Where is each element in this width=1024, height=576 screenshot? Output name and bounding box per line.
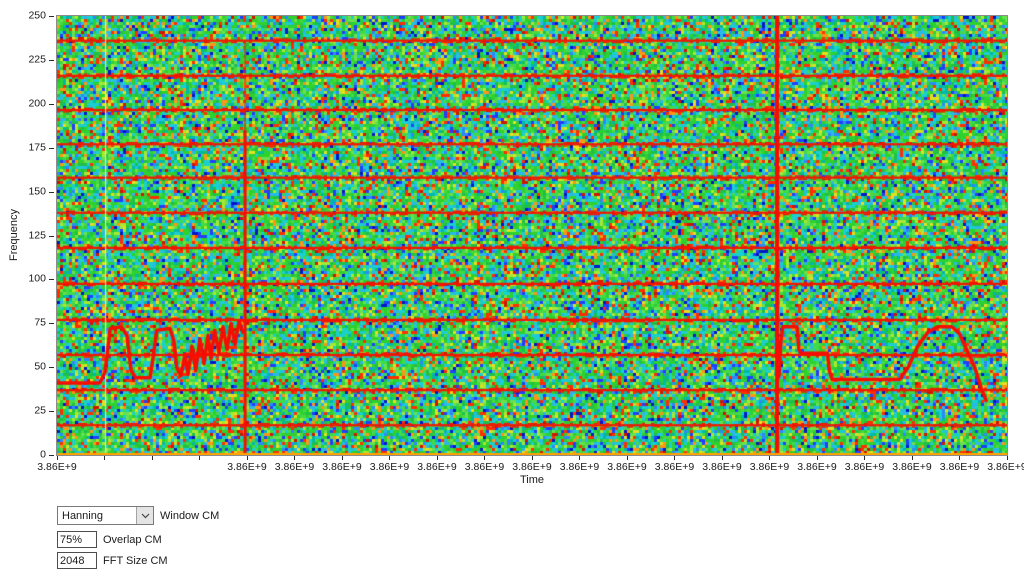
overlap-control-row: Overlap CM [57, 531, 219, 548]
x-tick-label: 3.86E+9 [654, 461, 695, 473]
x-tick-label: 3.86E+9 [607, 461, 647, 473]
x-tick-mark [531, 456, 533, 460]
x-tick-label: 3.86E+9 [749, 461, 790, 473]
x-tick-label: 3.86E+9 [37, 461, 77, 473]
fft-size-label: FFT Size CM [103, 554, 168, 567]
x-tick-label: 3.86E+9 [322, 461, 362, 473]
fft-size-control-row: FFT Size CM [57, 552, 219, 569]
y-tick-mark [49, 411, 54, 413]
x-tick-label: 3.86E+9 [892, 461, 932, 473]
window-control-row: Hanning Window CM [57, 506, 219, 525]
x-tick-mark [151, 456, 153, 460]
x-tick-mark [56, 456, 58, 460]
y-tick-label: 75 [34, 316, 46, 329]
x-tick-label: 3.86E+9 [274, 461, 315, 473]
x-tick-mark [104, 456, 105, 460]
y-tick-mark [49, 59, 54, 61]
x-tick-mark [294, 456, 295, 460]
y-tick-label: 100 [28, 272, 46, 285]
window-combobox-value: Hanning [62, 509, 103, 522]
overlap-input[interactable] [57, 531, 97, 548]
y-tick-mark [49, 191, 54, 193]
x-tick-label: 3.86E+9 [369, 461, 410, 473]
y-tick-label: 150 [28, 184, 46, 197]
y-axis-title: Frequency [8, 209, 20, 261]
y-tick-label: 200 [28, 97, 46, 110]
x-tick-label: 3.86E+9 [559, 461, 600, 473]
y-tick-label: 125 [28, 228, 46, 241]
y-tick-label: 25 [34, 404, 46, 417]
y-tick-mark [49, 367, 54, 369]
y-tick-label: 250 [28, 9, 46, 22]
x-tick-mark [579, 456, 580, 460]
y-tick-mark [49, 455, 54, 456]
fft-size-input[interactable] [57, 552, 97, 569]
x-tick-mark [199, 456, 200, 460]
y-tick-label: 0 [40, 448, 46, 461]
x-tick-mark [484, 456, 485, 460]
chevron-down-icon[interactable] [136, 507, 153, 524]
x-tick-mark [769, 456, 770, 460]
x-tick-mark [674, 456, 675, 460]
spectrogram-plot [56, 15, 1008, 456]
y-tick-label: 50 [34, 360, 46, 373]
x-axis: 3.86E+9 3.86E+9 3.86E+9 3.86E+9 3.86E+9 3.86E… [37, 456, 1024, 486]
x-tick-mark [436, 456, 438, 460]
x-axis-title: Time [519, 474, 545, 486]
y-tick-mark [49, 323, 54, 325]
spectrogram-canvas[interactable] [57, 16, 1007, 455]
y-tick-mark [49, 235, 54, 237]
y-axis: 0 25 50 75 100 125 150 175 200 225 250 [0, 9, 56, 460]
x-tick-mark [959, 456, 960, 460]
controls-panel: Hanning Window CM Overlap CM FFT Size CM [57, 506, 219, 569]
x-tick-mark [816, 456, 818, 460]
x-tick-label: 3.86E+9 [797, 461, 837, 473]
y-tick-mark [49, 279, 54, 281]
x-tick-mark [911, 456, 913, 460]
x-tick-mark [341, 456, 343, 460]
y-tick-mark [49, 16, 54, 17]
y-tick-label: 225 [28, 53, 46, 66]
window-combobox[interactable]: Hanning [57, 506, 154, 525]
x-tick-mark [626, 456, 628, 460]
x-tick-label: 3.86E+9 [702, 461, 742, 473]
x-tick-mark [389, 456, 390, 460]
x-tick-mark [246, 456, 248, 460]
window-combobox-label: Window CM [160, 509, 220, 522]
overlap-label: Overlap CM [103, 533, 162, 546]
y-tick-label: 175 [28, 141, 46, 154]
x-tick-label: 3.86E+9 [512, 461, 552, 473]
x-tick-label: 3.86E+9 [417, 461, 457, 473]
x-tick-mark [1006, 456, 1008, 460]
x-tick-mark [721, 456, 723, 460]
x-tick-label: 3.86E+9 [939, 461, 980, 473]
x-tick-label: 3.86E+9 [227, 461, 267, 473]
y-tick-mark [49, 103, 54, 105]
x-tick-mark [864, 456, 865, 460]
x-tick-label: 3.86E+9 [464, 461, 505, 473]
y-tick-mark [49, 147, 54, 149]
x-tick-label: 3.86E+9 [844, 461, 885, 473]
x-tick-label: 3.86E+9 [987, 461, 1024, 473]
